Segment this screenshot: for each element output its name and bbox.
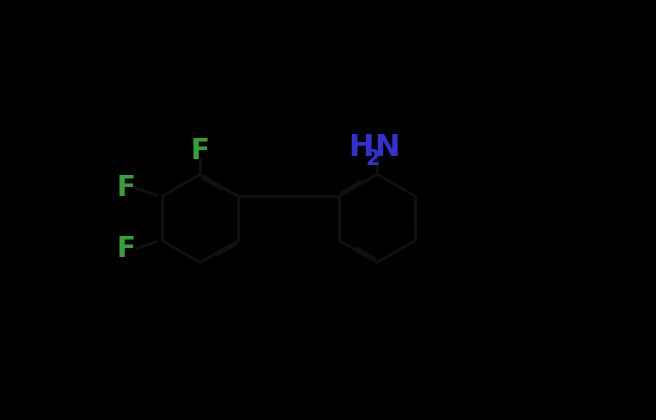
Text: 2: 2	[365, 149, 380, 169]
Text: F: F	[191, 137, 209, 165]
Text: N: N	[375, 132, 400, 162]
Text: H: H	[348, 132, 373, 162]
Text: F: F	[116, 235, 135, 263]
Text: F: F	[116, 174, 135, 202]
